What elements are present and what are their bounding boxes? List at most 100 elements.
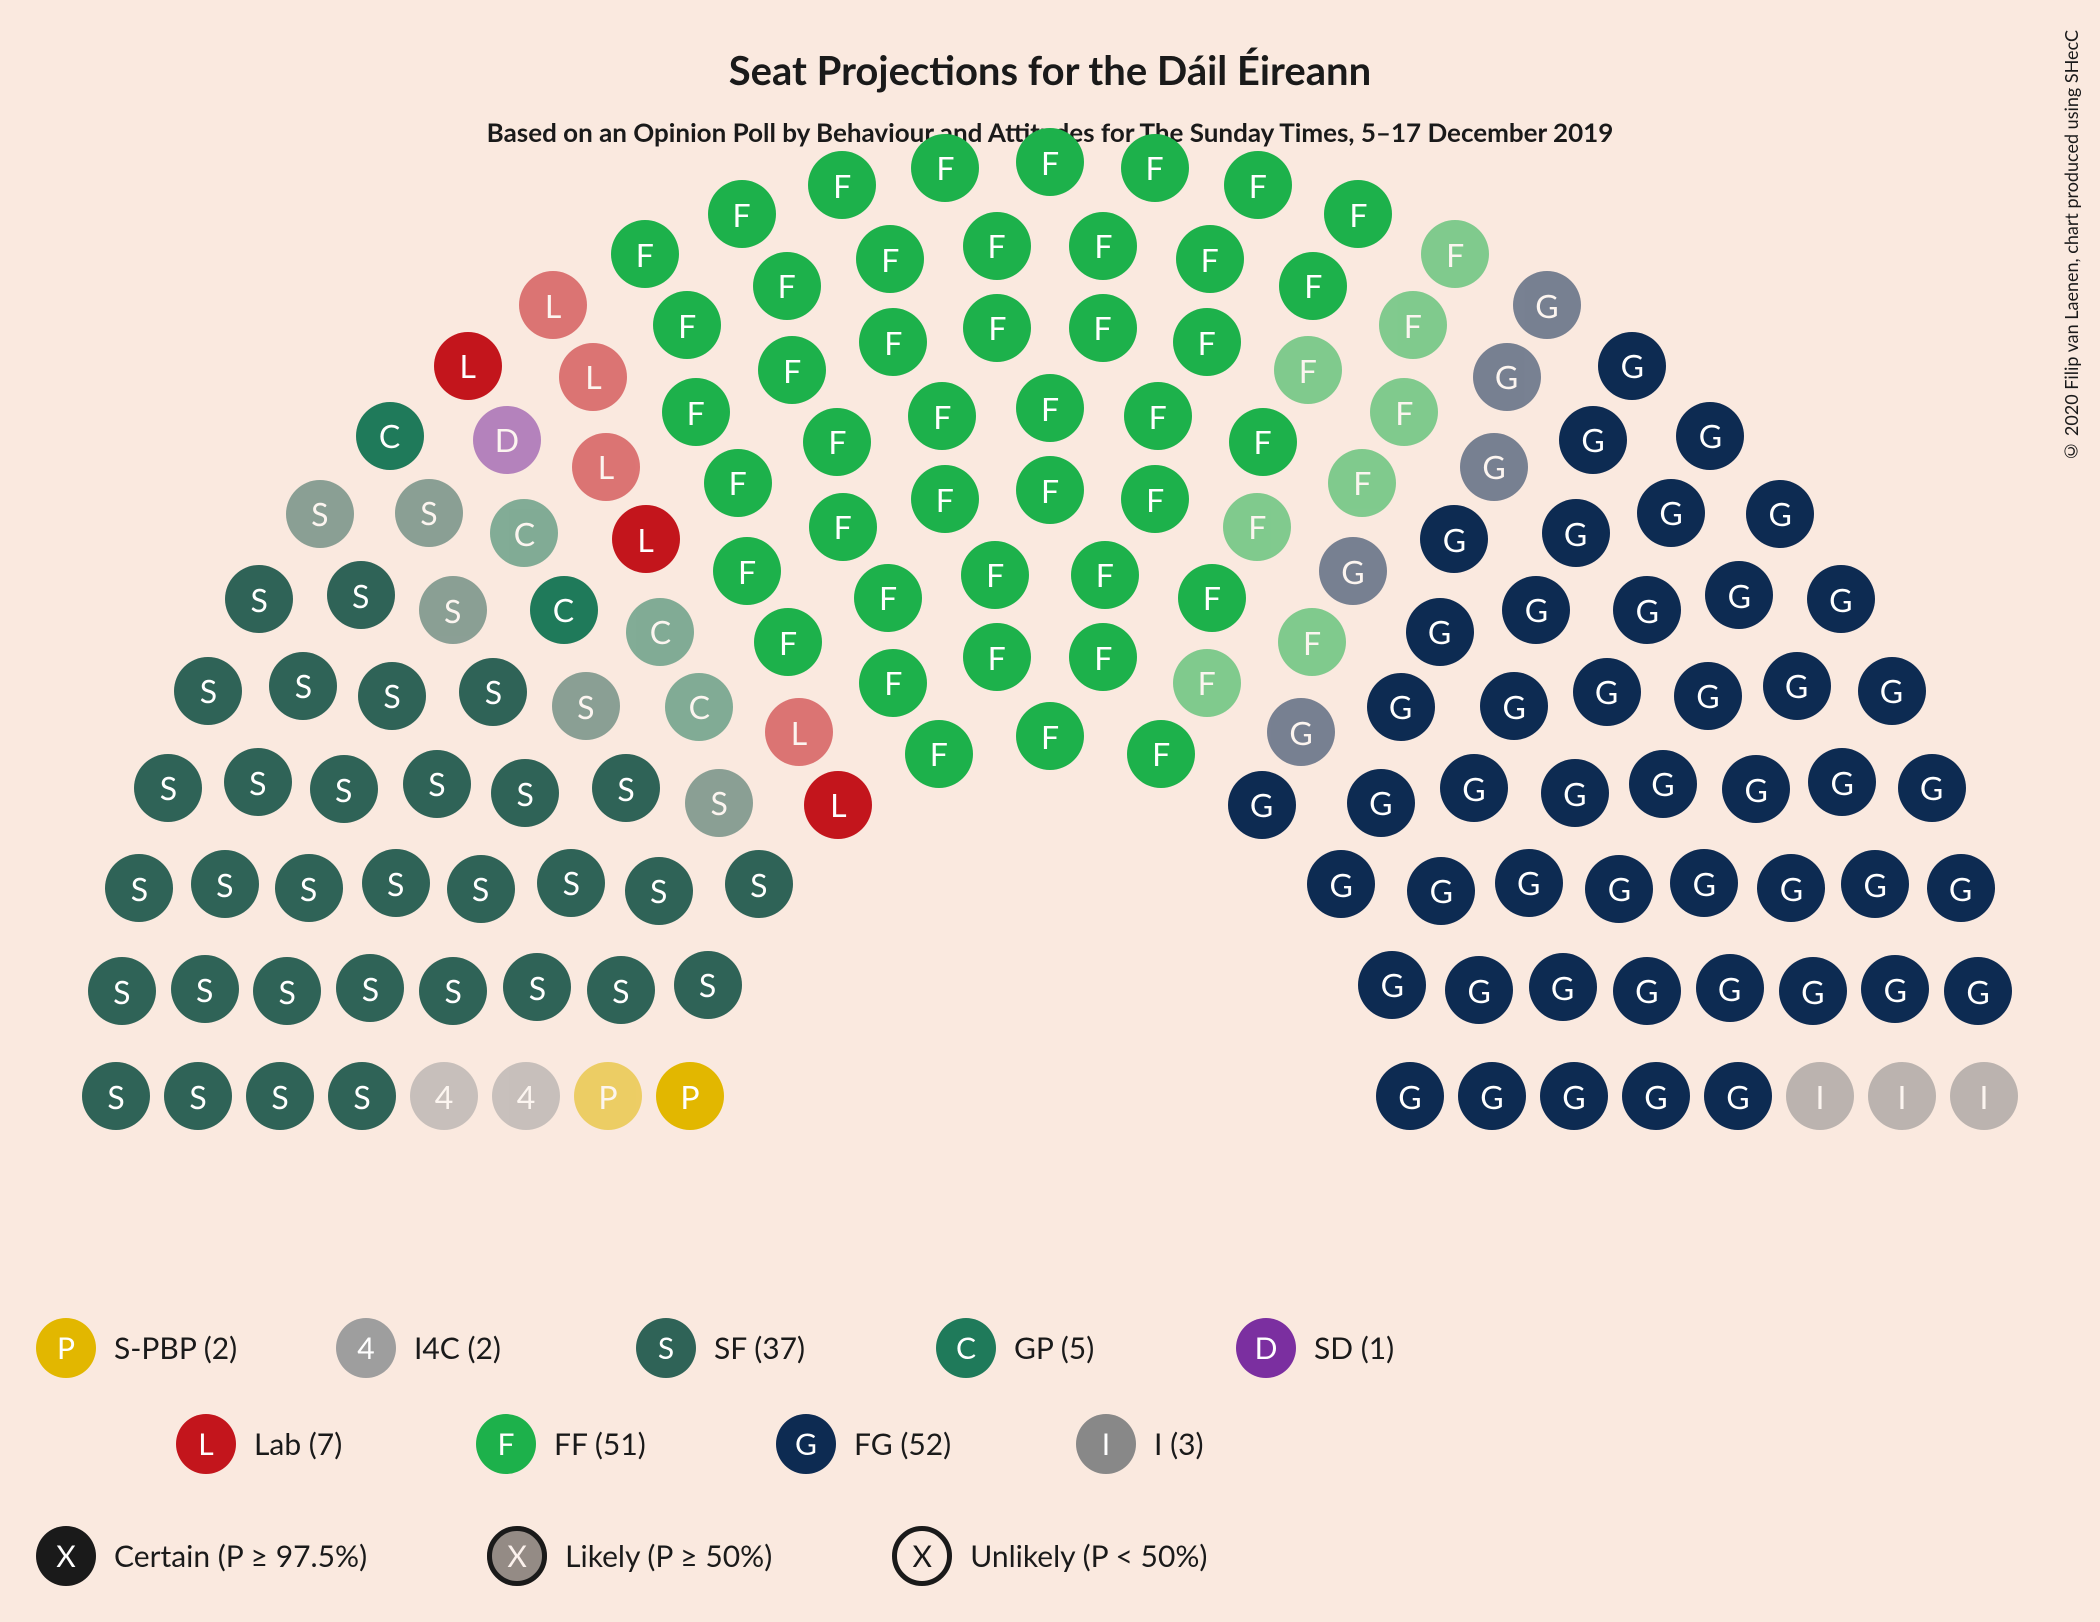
seat-gp: C	[490, 499, 558, 567]
seat-fg: G	[1585, 855, 1653, 923]
seat-sf: S	[491, 759, 559, 827]
seat-ff: F	[704, 449, 772, 517]
legend-label-ff: FF (51)	[554, 1426, 646, 1462]
seat-fg: G	[1495, 849, 1563, 917]
seat-ff: F	[708, 180, 776, 248]
seat-fg: G	[1406, 598, 1474, 666]
seat-fg: G	[1559, 406, 1627, 474]
seat-fg: G	[1420, 505, 1488, 573]
seat-sf: S	[419, 957, 487, 1025]
legend-swatch-lab: L	[176, 1414, 236, 1474]
seat-ff: F	[1178, 564, 1246, 632]
seat-sf: S	[625, 857, 693, 925]
legend-label-fg: FG (52)	[854, 1426, 951, 1462]
seat-fg: G	[1807, 565, 1875, 633]
certain-icon: X	[36, 1526, 96, 1586]
seat-ff: F	[1124, 382, 1192, 450]
seat-ff: F	[1421, 220, 1489, 288]
seat-sf: S	[725, 850, 793, 918]
seat-ff: F	[1274, 336, 1342, 404]
seat-fg: G	[1704, 1062, 1772, 1130]
legend-swatch-ff: F	[476, 1414, 536, 1474]
seat-ind: I	[1786, 1062, 1854, 1130]
seat-ff: F	[662, 378, 730, 446]
seat-fg: G	[1529, 953, 1597, 1021]
seat-sf: S	[310, 755, 378, 823]
seat-fg: G	[1722, 755, 1790, 823]
prob-label-unlikely: Unlikely (P < 50%)	[970, 1538, 1207, 1574]
seat-fg: G	[1347, 769, 1415, 837]
seat-fg: G	[1513, 271, 1581, 339]
seat-ff: F	[653, 291, 721, 359]
seat-sf: S	[587, 956, 655, 1024]
seat-i4c: 4	[410, 1062, 478, 1130]
legend-label-sd: SD (1)	[1314, 1330, 1394, 1366]
seat-fg: G	[1670, 849, 1738, 917]
legend-item-gp: CGP (5)	[936, 1318, 1196, 1378]
legend-item-ff: F FF (51)	[476, 1414, 736, 1474]
seat-sf: S	[447, 855, 515, 923]
probability-legend: XCertain (P ≥ 97.5%)XLikely (P ≥ 50%)XUn…	[36, 1526, 2064, 1586]
seat-sf: S	[327, 561, 395, 629]
seat-ff: F	[1176, 225, 1244, 293]
seat-lab: L	[572, 433, 640, 501]
seat-ff: F	[753, 252, 821, 320]
seat-fg: G	[1445, 956, 1513, 1024]
legend-label-i4c: I4C (2)	[414, 1330, 501, 1366]
seat-spbp: P	[656, 1062, 724, 1130]
legend: PS-PBP (2)4I4C (2)SSF (37)CGP (5)DSD (1)…	[36, 1318, 2064, 1586]
seat-fg: G	[1307, 850, 1375, 918]
seat-fg: G	[1757, 854, 1825, 922]
legend-swatch-i4c: 4	[336, 1318, 396, 1378]
seat-ff: F	[1069, 294, 1137, 362]
seat-fg: G	[1407, 857, 1475, 925]
seat-ff: F	[1278, 608, 1346, 676]
seat-gp: C	[665, 673, 733, 741]
seat-ff: F	[1223, 493, 1291, 561]
seat-ff: F	[911, 465, 979, 533]
legend-label-gp: GP (5)	[1014, 1330, 1094, 1366]
legend-label-ind: I (3)	[1154, 1426, 1204, 1462]
seat-sf: S	[105, 854, 173, 922]
seat-ff: F	[1069, 212, 1137, 280]
seat-fg: G	[1808, 748, 1876, 816]
seat-ff: F	[859, 649, 927, 717]
seat-fg: G	[1480, 672, 1548, 740]
seat-ff: F	[1173, 308, 1241, 376]
legend-item-sd: D SD (1)	[1236, 1318, 1496, 1378]
seat-sf: S	[246, 1062, 314, 1130]
legend-label-spbp: S-PBP (2)	[114, 1330, 237, 1366]
seat-sf: S	[191, 850, 259, 918]
seat-ff: F	[1016, 702, 1084, 770]
seat-fg: G	[1376, 1062, 1444, 1130]
seat-ff: F	[908, 382, 976, 450]
seat-sf: S	[225, 565, 293, 633]
legend-item-i4c: 4 I4C (2)	[336, 1318, 596, 1378]
seat-ind: I	[1950, 1062, 2018, 1130]
seat-sf: S	[459, 658, 527, 726]
seat-sf: S	[328, 1062, 396, 1130]
legend-item-lab: LLab (7)	[176, 1414, 436, 1474]
seat-fg: G	[1458, 1062, 1526, 1130]
seat-lab: L	[765, 698, 833, 766]
seat-fg: G	[1460, 433, 1528, 501]
seat-ff: F	[854, 564, 922, 632]
seat-ff: F	[859, 308, 927, 376]
seat-ff: F	[803, 408, 871, 476]
seat-ff: F	[1127, 720, 1195, 788]
seat-sf: S	[552, 672, 620, 740]
seat-sf: S	[88, 957, 156, 1025]
seat-ff: F	[1071, 541, 1139, 609]
seat-fg: G	[1358, 951, 1426, 1019]
seat-ff: F	[1379, 291, 1447, 359]
legend-swatch-sd: D	[1236, 1318, 1296, 1378]
seat-fg: G	[1573, 658, 1641, 726]
seat-ff: F	[963, 294, 1031, 362]
seat-sf: S	[395, 479, 463, 547]
seat-fg: G	[1367, 673, 1435, 741]
prob-label-certain: Certain (P ≥ 97.5%)	[114, 1538, 367, 1574]
seat-sf: S	[171, 955, 239, 1023]
seat-gp: C	[356, 402, 424, 470]
seat-fg: G	[1319, 537, 1387, 605]
seat-sf: S	[537, 849, 605, 917]
